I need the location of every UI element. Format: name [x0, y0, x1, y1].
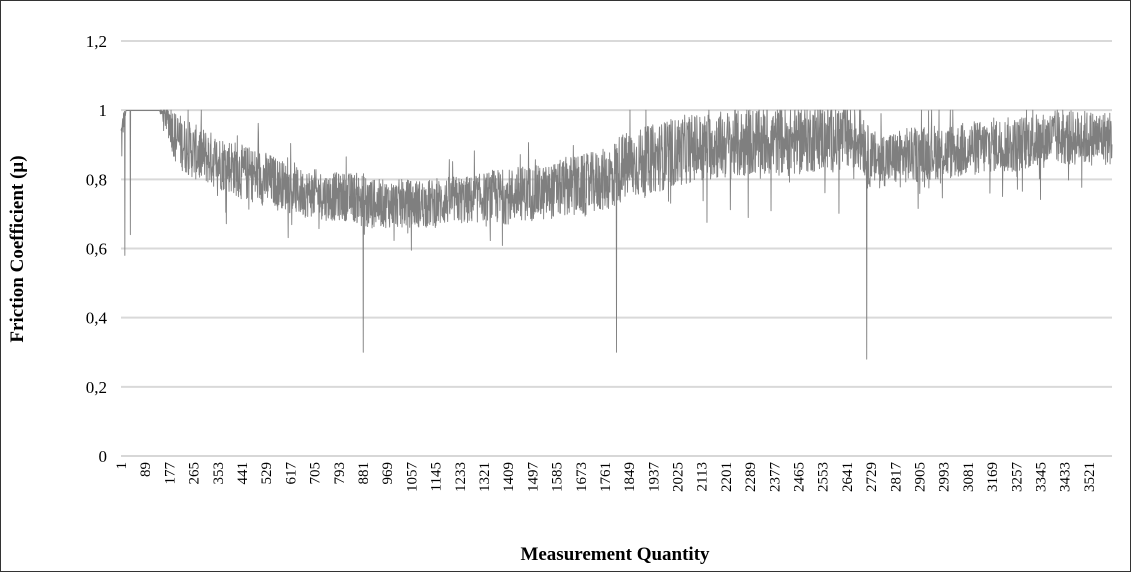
x-tick-label: 2817: [888, 462, 904, 493]
x-tick-label: 2201: [719, 462, 735, 492]
x-tick-label: 1145: [429, 462, 445, 491]
x-tick-label: 3345: [1034, 462, 1050, 492]
x-tick-label: 529: [259, 462, 275, 485]
x-tick-label: 1761: [598, 462, 614, 492]
x-tick-label: 3433: [1058, 462, 1074, 492]
series-line: [120, 109, 1113, 360]
x-tick-label: 1057: [404, 462, 420, 493]
x-tick-label: 1673: [574, 462, 590, 492]
x-tick-label: 1321: [477, 462, 493, 492]
series-layer: [120, 109, 1113, 360]
x-tick-label: 2553: [816, 462, 832, 492]
y-tick-label: 0,4: [86, 309, 108, 328]
y-tick-label: 0,8: [86, 170, 107, 189]
x-tick-label: 969: [380, 462, 396, 485]
x-tick-labels: 1 89 177 265 353 441 529 617 705 793 881 969 1057 114…: [114, 462, 1098, 493]
x-tick-label: 1849: [622, 462, 638, 492]
x-tick-label: 2377: [767, 462, 783, 493]
x-tick-label: 1409: [501, 462, 517, 492]
y-tick-label: 1: [99, 101, 108, 120]
x-tick-label: 793: [332, 462, 348, 485]
y-axis-title: Friction Coefficient (µ): [7, 155, 28, 342]
x-tick-label: 1585: [550, 462, 566, 492]
x-tick-label: 3257: [1009, 462, 1025, 493]
x-tick-label: 3081: [961, 462, 977, 492]
y-tick-labels: 0 0,2 0,4 0,6 0,8 1 1,2: [86, 32, 108, 466]
x-tick-label: 705: [308, 462, 324, 485]
y-tick-label: 0: [99, 447, 108, 466]
x-tick-label: 265: [187, 462, 203, 485]
x-tick-label: 2905: [913, 462, 929, 492]
x-tick-label: 1937: [646, 462, 662, 493]
x-tick-label: 3521: [1082, 462, 1098, 492]
x-tick-label: 353: [211, 462, 227, 485]
x-tick-label: 2113: [695, 462, 711, 491]
x-tick-label: 2289: [743, 462, 759, 492]
x-tick-label: 3169: [985, 462, 1001, 492]
x-tick-label: 1: [114, 462, 130, 470]
x-tick-label: 2993: [937, 462, 953, 492]
x-tick-label: 617: [283, 462, 299, 485]
x-tick-label: 89: [138, 462, 154, 477]
x-tick-label: 2729: [864, 462, 880, 492]
x-tick-label: 881: [356, 462, 372, 485]
x-tick-label: 2641: [840, 462, 856, 492]
x-tick-label: 1233: [453, 462, 469, 492]
x-tick-label: 177: [162, 462, 178, 485]
x-axis-title: Measurement Quantity: [520, 544, 710, 565]
x-tick-label: 441: [235, 462, 251, 485]
y-tick-label: 1,2: [86, 32, 107, 51]
x-tick-label: 1497: [525, 462, 541, 493]
y-tick-label: 0,6: [86, 240, 107, 259]
y-tick-label: 0,2: [86, 378, 107, 397]
x-tick-label: 2465: [792, 462, 808, 492]
x-tick-label: 2025: [671, 462, 687, 492]
